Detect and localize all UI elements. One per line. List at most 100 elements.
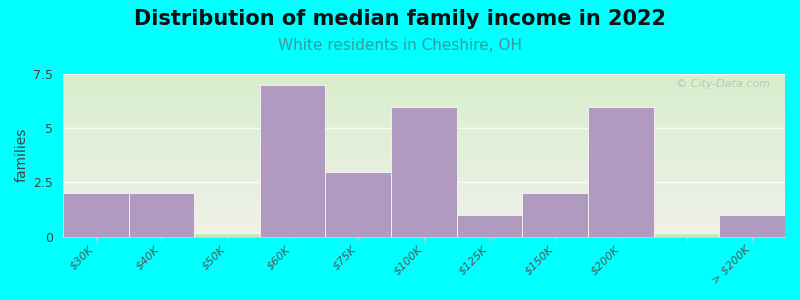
Bar: [63, 229, 785, 230]
Bar: [63, 185, 785, 186]
Bar: [63, 78, 785, 79]
Bar: [194, 233, 260, 237]
Bar: [63, 139, 785, 140]
Bar: [63, 120, 785, 121]
Bar: [63, 87, 785, 88]
Bar: [63, 167, 785, 168]
Bar: [63, 123, 785, 124]
Bar: [63, 92, 785, 93]
Bar: [63, 100, 785, 101]
Bar: [63, 169, 785, 170]
Bar: [63, 140, 785, 141]
Bar: [63, 234, 785, 235]
Bar: [63, 135, 785, 136]
Bar: [63, 225, 785, 226]
Bar: [63, 89, 785, 90]
Bar: [63, 161, 785, 162]
Bar: [63, 193, 129, 237]
Bar: [63, 95, 785, 96]
Bar: [63, 107, 785, 108]
Bar: [63, 202, 785, 203]
Bar: [63, 159, 785, 160]
Bar: [63, 186, 785, 187]
Bar: [63, 143, 785, 144]
Bar: [63, 86, 785, 87]
Bar: [63, 122, 785, 123]
Bar: [63, 103, 785, 104]
Bar: [63, 184, 785, 185]
Bar: [63, 187, 785, 188]
Bar: [63, 216, 785, 217]
Bar: [63, 109, 785, 110]
Bar: [63, 200, 785, 201]
Bar: [63, 117, 785, 118]
Bar: [63, 118, 785, 119]
Bar: [63, 222, 785, 223]
Bar: [63, 113, 785, 114]
Bar: [63, 91, 785, 92]
Bar: [63, 231, 785, 232]
Bar: [63, 191, 785, 192]
Bar: [63, 212, 785, 213]
Bar: [63, 129, 785, 130]
Bar: [63, 214, 785, 215]
Bar: [63, 199, 785, 200]
Bar: [63, 211, 785, 212]
Bar: [63, 90, 785, 91]
Bar: [63, 227, 785, 228]
Bar: [63, 221, 785, 222]
Bar: [63, 166, 785, 167]
Bar: [63, 147, 785, 148]
Bar: [63, 192, 785, 193]
Bar: [63, 141, 785, 142]
Bar: [63, 203, 785, 204]
Bar: [63, 198, 785, 199]
Bar: [63, 220, 785, 221]
Bar: [63, 202, 785, 203]
Bar: [63, 197, 785, 198]
Bar: [63, 110, 785, 111]
Bar: [63, 151, 785, 152]
Bar: [63, 232, 785, 233]
Bar: [63, 77, 785, 78]
Bar: [63, 181, 785, 182]
Text: Distribution of median family income in 2022: Distribution of median family income in …: [134, 9, 666, 29]
Bar: [63, 136, 785, 137]
Bar: [63, 189, 785, 190]
Bar: [63, 210, 785, 211]
Bar: [63, 195, 785, 196]
Bar: [63, 150, 785, 151]
Bar: [391, 106, 457, 237]
Bar: [63, 205, 785, 206]
Bar: [63, 157, 785, 158]
Bar: [63, 207, 785, 208]
Bar: [63, 228, 785, 229]
Bar: [654, 233, 719, 237]
Bar: [63, 196, 785, 197]
Bar: [63, 177, 785, 178]
Bar: [63, 188, 785, 189]
Bar: [63, 168, 785, 169]
Bar: [63, 106, 785, 107]
Bar: [63, 153, 785, 154]
Bar: [63, 180, 785, 181]
Bar: [63, 80, 785, 81]
Bar: [63, 74, 785, 75]
Bar: [63, 94, 785, 95]
Bar: [63, 162, 785, 163]
Bar: [63, 132, 785, 133]
Bar: [63, 145, 785, 146]
Bar: [63, 76, 785, 77]
Bar: [63, 104, 785, 105]
Bar: [63, 173, 785, 174]
Bar: [63, 176, 785, 177]
Bar: [63, 236, 785, 237]
Bar: [63, 114, 785, 115]
Bar: [63, 163, 785, 164]
Bar: [63, 126, 785, 127]
Bar: [63, 144, 785, 145]
Bar: [522, 193, 588, 237]
Bar: [63, 142, 785, 143]
Bar: [63, 111, 785, 112]
Bar: [63, 125, 785, 126]
